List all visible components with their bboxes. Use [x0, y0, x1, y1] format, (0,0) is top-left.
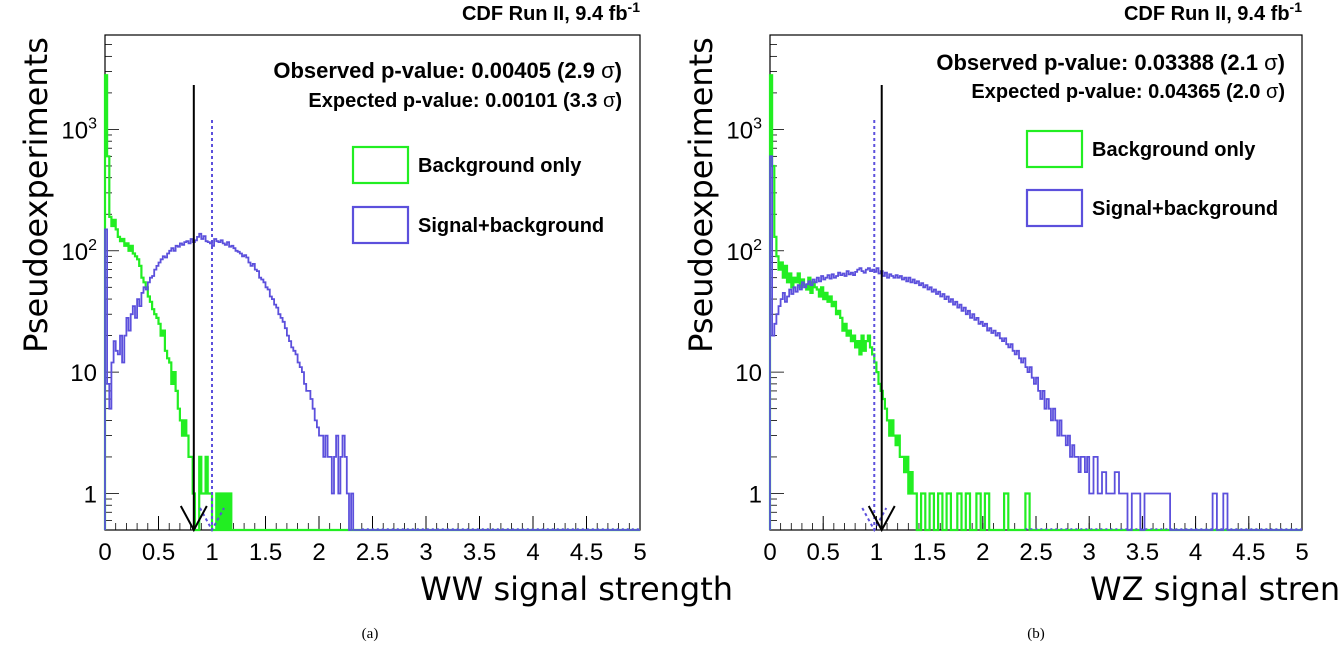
observed-pvalue-label: Observed p-value: 0.00405 (2.9: [273, 58, 601, 83]
y-tick-label: 103: [61, 115, 97, 144]
x-tick-label: 3.5: [1126, 539, 1159, 566]
x-tick-label: 1.5: [913, 539, 946, 566]
chart-title-text: CDF Run II, 9.4 fb: [462, 3, 628, 25]
y-tick-base: 10: [735, 360, 762, 387]
legend-swatch: [351, 205, 410, 245]
x-tick-label: 4: [526, 539, 539, 566]
x-axis-title: WZ signal strength: [1090, 570, 1342, 608]
y-axis-title: Pseudoexperiments: [682, 37, 720, 353]
legend-label: Signal+background: [1092, 198, 1278, 220]
signal-background-series: [104, 228, 640, 531]
observed-arrow: [179, 505, 208, 533]
y-tick-label: 102: [726, 237, 762, 266]
y-tick-exponent: 3: [88, 115, 97, 132]
y-tick-base: 10: [61, 239, 88, 266]
x-tick-label: 4: [1189, 539, 1202, 566]
x-tick-label: 0.5: [807, 539, 840, 566]
x-tick-label: 3.5: [463, 539, 496, 566]
sigma-symbol: σ: [1266, 81, 1279, 103]
chart-title-exponent: -1: [1290, 0, 1303, 15]
legend-swatch: [1025, 129, 1084, 169]
x-tick-label: 3: [419, 539, 432, 566]
expected-pvalue-label: Expected p-value: 0.04365 (2.0: [971, 81, 1266, 103]
x-axis-title: WW signal strength: [420, 570, 733, 608]
y-tick-label: 1: [84, 481, 97, 508]
sigma-symbol: σ: [1264, 50, 1278, 75]
chart-title-exponent: -1: [628, 0, 641, 15]
y-tick-base: 10: [61, 117, 88, 144]
background-only-series: [103, 74, 640, 532]
x-tick-label: 3: [1083, 539, 1096, 566]
y-tick-label: 10: [70, 360, 97, 387]
observed-pvalue-text: Observed p-value: 0.00405 (2.9 σ): [273, 58, 622, 83]
x-tick-label: 1: [205, 539, 218, 566]
expected-pvalue-text: Expected p-value: 0.04365 (2.0 σ): [971, 81, 1285, 103]
y-tick-base: 10: [726, 239, 753, 266]
x-tick-label: 1: [870, 539, 883, 566]
expected-pvalue-label: Expected p-value: 0.00101 (3.3: [308, 90, 603, 112]
expected-pvalue-close: ): [1278, 81, 1285, 103]
y-tick-base: 10: [70, 360, 97, 387]
y-tick-base: 10: [726, 117, 753, 144]
chart-title: CDF Run II, 9.4 fb-1: [1124, 0, 1302, 25]
legend-swatch: [1025, 188, 1084, 228]
expected-pvalue-text: Expected p-value: 0.00101 (3.3 σ): [308, 90, 622, 112]
sigma-symbol: σ: [601, 58, 615, 83]
legend-label: Background only: [1092, 139, 1256, 161]
y-tick-exponent: 2: [753, 237, 762, 254]
observed-pvalue-label: Observed p-value: 0.03388 (2.1: [936, 50, 1264, 75]
x-tick-label: 2: [312, 539, 325, 566]
expected-arrow: [861, 507, 888, 533]
x-tick-label: 0: [763, 539, 776, 566]
x-tick-label: 5: [1295, 539, 1308, 566]
observed-pvalue-close: ): [615, 58, 622, 83]
y-axis-title: Pseudoexperiments: [17, 37, 55, 353]
x-tick-label: 4.5: [570, 539, 603, 566]
expected-arrow: [199, 507, 225, 533]
x-tick-label: 2: [976, 539, 989, 566]
y-tick-base: 1: [84, 481, 97, 508]
y-tick-base: 1: [749, 481, 762, 508]
observed-pvalue-close: ): [1278, 50, 1285, 75]
legend-swatch: [351, 145, 410, 185]
signal-background-series: [769, 155, 1302, 531]
plot-frame: [769, 34, 1303, 531]
chart-title: CDF Run II, 9.4 fb-1: [462, 0, 640, 25]
y-tick-label: 10: [735, 360, 762, 387]
x-tick-label: 2.5: [356, 539, 389, 566]
panel-caption: (a): [362, 626, 379, 642]
sigma-symbol: σ: [603, 90, 616, 112]
legend-label: Background only: [418, 155, 582, 177]
x-tick-label: 1.5: [249, 539, 282, 566]
legend-label: Signal+background: [418, 215, 604, 237]
y-tick-exponent: 2: [88, 237, 97, 254]
expected-pvalue-close: ): [615, 90, 622, 112]
x-tick-label: 0.5: [142, 539, 175, 566]
x-tick-label: 2.5: [1019, 539, 1052, 566]
y-tick-exponent: 3: [753, 115, 762, 132]
observed-pvalue-text: Observed p-value: 0.03388 (2.1 σ): [936, 50, 1285, 75]
y-tick-label: 102: [61, 237, 97, 266]
panel-caption: (b): [1027, 626, 1045, 642]
x-tick-label: 5: [633, 539, 646, 566]
x-tick-label: 0: [98, 539, 111, 566]
observed-arrow: [867, 505, 896, 533]
chart-title-text: CDF Run II, 9.4 fb: [1124, 3, 1290, 25]
y-tick-label: 1: [749, 481, 762, 508]
x-tick-label: 4.5: [1232, 539, 1265, 566]
y-tick-label: 103: [726, 115, 762, 144]
